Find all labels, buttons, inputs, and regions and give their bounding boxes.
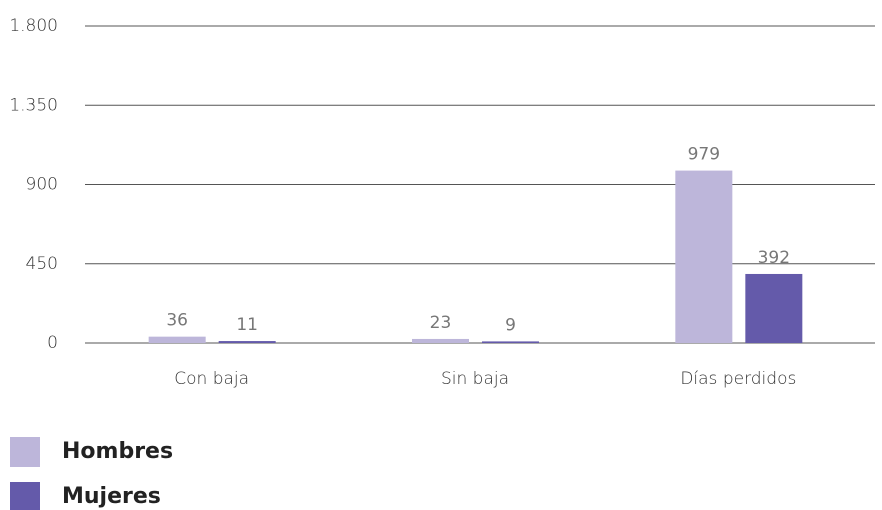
value-label: 979 — [688, 145, 720, 165]
x-tick-label: Con baja — [174, 369, 249, 389]
y-tick-label: 900 — [26, 175, 58, 195]
bar — [148, 336, 206, 343]
value-label: 23 — [430, 313, 452, 333]
y-tick-label: 450 — [26, 254, 58, 274]
value-label: 36 — [166, 311, 188, 331]
legend-label: Hombres — [62, 439, 173, 464]
bar — [675, 170, 733, 343]
bar — [482, 341, 539, 343]
value-label: 9 — [505, 315, 516, 335]
legend-swatch — [10, 482, 40, 510]
x-tick-label: Sin baja — [441, 369, 509, 389]
legend-swatch — [10, 437, 40, 467]
y-tick-label: 1.350 — [9, 95, 58, 115]
x-tick-label: Días perdidos — [680, 369, 796, 389]
legend-label: Mujeres — [62, 484, 161, 509]
y-tick-label: 0 — [47, 333, 58, 353]
bar — [218, 341, 276, 343]
y-tick-label: 1.800 — [9, 16, 58, 36]
value-label: 392 — [758, 248, 790, 268]
bar — [745, 273, 803, 343]
bar — [412, 338, 469, 343]
value-label: 11 — [236, 315, 258, 335]
